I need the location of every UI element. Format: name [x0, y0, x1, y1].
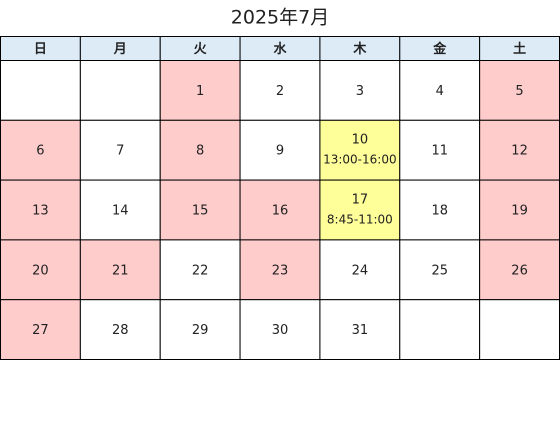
day-number: 8 [196, 144, 204, 159]
day-cell [239, 179, 321, 241]
weekday-cell [399, 36, 481, 61]
day-number: 29 [192, 323, 209, 338]
day-cell [319, 119, 401, 181]
day-cell [319, 179, 401, 241]
day-cell [79, 119, 161, 181]
day-number: 14 [112, 204, 129, 219]
day-number: 24 [352, 263, 369, 278]
day-cell [0, 239, 81, 301]
day-cell [0, 60, 81, 121]
time-range: 13:00-16:00 [323, 153, 397, 167]
day-cell [159, 299, 241, 361]
day-number: 30 [272, 323, 289, 338]
day-number: 20 [32, 263, 49, 278]
day-number: 12 [511, 144, 528, 159]
day-cell [479, 60, 560, 121]
weekday-label: 土 [513, 41, 526, 57]
day-number: 15 [192, 204, 209, 219]
day-number: 21 [112, 263, 129, 278]
day-cell [239, 119, 321, 181]
weekday-cell [0, 36, 81, 61]
day-number: 18 [431, 204, 448, 219]
day-number: 7 [116, 144, 124, 159]
day-number: 2 [276, 84, 284, 99]
day-number: 5 [515, 84, 523, 99]
weekday-label: 木 [352, 41, 367, 57]
weekday-cell [79, 36, 161, 61]
day-number: 3 [356, 84, 364, 99]
day-number: 4 [436, 84, 444, 99]
day-number: 10 [352, 133, 369, 148]
weekday-label: 日 [34, 42, 47, 57]
day-number: 1 [196, 84, 204, 99]
time-range: 8:45-11:00 [327, 213, 393, 227]
day-cell [479, 119, 560, 181]
day-cell [239, 299, 321, 361]
day-number: 16 [272, 204, 289, 219]
day-cell [159, 239, 241, 301]
day-cell [0, 179, 81, 241]
day-number: 26 [511, 263, 528, 278]
calendar-title: 2025年7月 [231, 7, 329, 29]
day-number: 22 [192, 263, 209, 278]
day-number: 17 [352, 193, 369, 208]
day-number: 11 [431, 144, 448, 159]
day-cell [479, 299, 560, 361]
day-cell [79, 179, 161, 241]
day-cell [399, 119, 481, 181]
day-number: 25 [431, 263, 448, 278]
day-number: 31 [352, 323, 369, 338]
day-number: 28 [112, 323, 129, 338]
day-cell [319, 60, 401, 121]
day-number: 13 [32, 204, 49, 219]
day-number: 9 [276, 144, 284, 159]
weekday-label: 月 [113, 42, 127, 57]
day-number: 23 [272, 263, 289, 278]
day-cell [399, 299, 481, 361]
day-cell [239, 239, 321, 301]
day-cell [159, 60, 241, 121]
day-cell [159, 179, 241, 241]
weekday-label: 水 [273, 41, 287, 57]
day-cell [79, 60, 161, 121]
day-cell [319, 239, 401, 301]
day-cell [479, 239, 560, 301]
weekday-label: 火 [194, 42, 208, 57]
day-cell [399, 179, 481, 241]
day-number: 6 [36, 144, 44, 159]
day-cell [319, 299, 401, 361]
day-number: 19 [511, 204, 528, 219]
weekday-label: 金 [432, 41, 447, 57]
day-number: 27 [32, 323, 49, 338]
